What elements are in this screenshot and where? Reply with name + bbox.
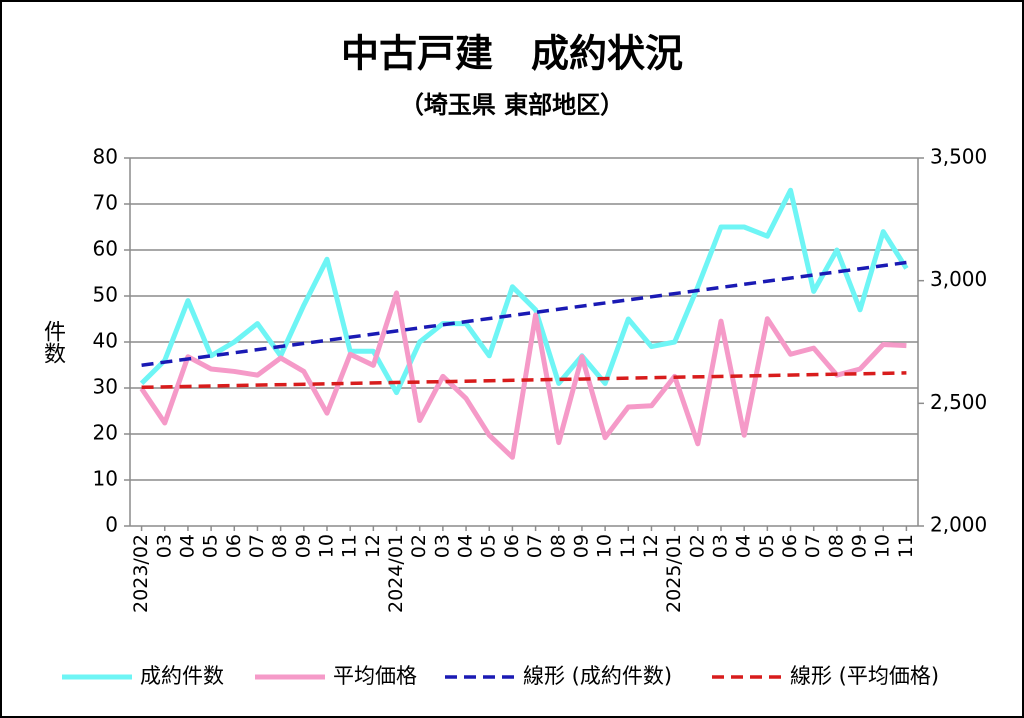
x-tick-label: 06 xyxy=(501,534,523,558)
y-tick-label: 30 xyxy=(93,375,118,399)
series-line xyxy=(139,187,909,396)
x-tick-label: 05 xyxy=(478,534,500,558)
x-tick-label: 03 xyxy=(153,534,175,558)
y-tick-label: 50 xyxy=(93,283,118,307)
x-tick-label: 12 xyxy=(362,534,384,558)
x-tick-label: 10 xyxy=(594,534,616,558)
x-tick-label: 09 xyxy=(570,534,592,558)
legend-label: 成約件数 xyxy=(140,664,224,688)
x-tick-label: 03 xyxy=(710,534,732,558)
x-tick-label: 03 xyxy=(431,534,453,558)
legend-label: 平均価格 xyxy=(333,664,417,688)
y2-tick-label: 3,000 xyxy=(930,267,987,291)
x-tick-label: 09 xyxy=(849,534,871,558)
x-tick-label: 02 xyxy=(408,534,430,558)
y2-tick-label: 3,500 xyxy=(930,145,987,169)
x-tick-label: 2024/01 xyxy=(385,534,407,613)
y-axis-label: 件数 xyxy=(40,320,66,364)
chart-subtitle: （埼玉県 東部地区） xyxy=(400,91,624,119)
x-tick-label: 07 xyxy=(802,534,824,558)
y-tick-label: 10 xyxy=(93,467,118,491)
x-tick-label: 08 xyxy=(269,534,291,558)
x-tick-label: 04 xyxy=(455,534,477,558)
x-tick-label: 11 xyxy=(617,534,639,558)
x-tick-label: 08 xyxy=(547,534,569,558)
x-tick-label: 07 xyxy=(524,534,546,558)
trendline xyxy=(141,371,907,390)
x-tick-label: 04 xyxy=(176,534,198,558)
y2-tick-label: 2,500 xyxy=(930,390,987,414)
y-tick-label: 60 xyxy=(93,237,118,261)
x-tick-label: 09 xyxy=(292,534,314,558)
y2-tick-label: 2,000 xyxy=(930,513,987,537)
x-tick-label: 11 xyxy=(339,534,361,558)
x-tick-label: 2023/02 xyxy=(130,534,152,613)
y-tick-label: 70 xyxy=(93,191,118,215)
trendline xyxy=(141,260,907,367)
x-tick-label: 02 xyxy=(686,534,708,558)
x-tick-label: 10 xyxy=(872,534,894,558)
series-line xyxy=(139,290,907,460)
x-tick-label: 04 xyxy=(733,534,755,558)
x-tick-label: 10 xyxy=(316,534,338,558)
legend-label: 線形 (成約件数) xyxy=(523,664,672,688)
y-tick-label: 40 xyxy=(93,329,118,353)
x-tick-label: 05 xyxy=(200,534,222,558)
legend-label: 線形 (平均価格) xyxy=(790,664,939,688)
x-tick-label: 12 xyxy=(640,534,662,558)
x-tick-label: 07 xyxy=(246,534,268,558)
chart-title: 中古戸建 成約状況 xyxy=(341,32,683,76)
x-tick-label: 08 xyxy=(825,534,847,558)
x-tick-label: 2025/01 xyxy=(663,534,685,613)
y-tick-label: 0 xyxy=(105,513,118,537)
x-tick-label: 05 xyxy=(756,534,778,558)
x-tick-label: 06 xyxy=(223,534,245,558)
y-tick-label: 20 xyxy=(93,421,118,445)
x-tick-label: 11 xyxy=(895,534,917,558)
x-tick-label: 06 xyxy=(779,534,801,558)
y-tick-label: 80 xyxy=(93,145,118,169)
